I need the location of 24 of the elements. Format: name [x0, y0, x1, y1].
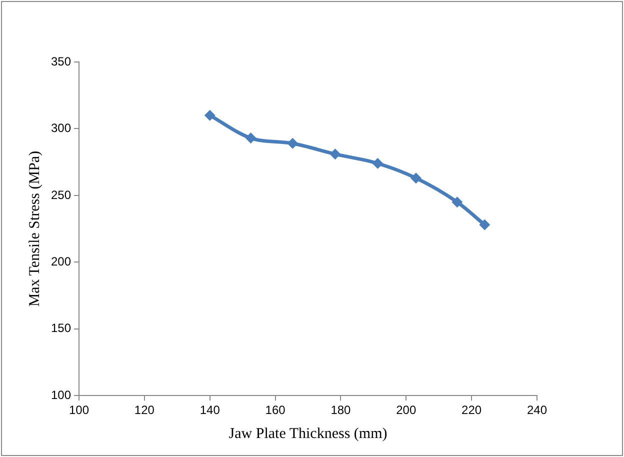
y-tick-label: 250 [50, 188, 72, 202]
y-axis-title: Max Tensile Stress (MPa) [26, 150, 43, 307]
point [287, 138, 298, 149]
x-axis-title: Jaw Plate Thickness (mm) [228, 426, 388, 442]
point [479, 219, 490, 230]
y-tick-label: 350 [50, 54, 72, 68]
point [245, 132, 256, 144]
point [330, 148, 341, 160]
point [372, 158, 384, 169]
x-tick-label: 240 [526, 403, 548, 418]
x-tick-label: 140 [200, 403, 220, 418]
y-tick-label: 300 [50, 121, 72, 136]
point [204, 110, 216, 121]
y-tick-label: 100 [50, 388, 72, 402]
x-tick-label: 160 [265, 403, 286, 418]
x-tick-label: 180 [330, 403, 352, 418]
point [410, 172, 422, 184]
x-tick-label: 220 [462, 403, 482, 418]
point [452, 196, 463, 208]
y-tick-label: 200 [50, 254, 72, 268]
x-tick-label: 120 [134, 403, 155, 418]
x-tick-label: 200 [396, 403, 416, 418]
x-tick-label: 100 [69, 403, 90, 418]
y-tick-label: 150 [50, 321, 72, 336]
